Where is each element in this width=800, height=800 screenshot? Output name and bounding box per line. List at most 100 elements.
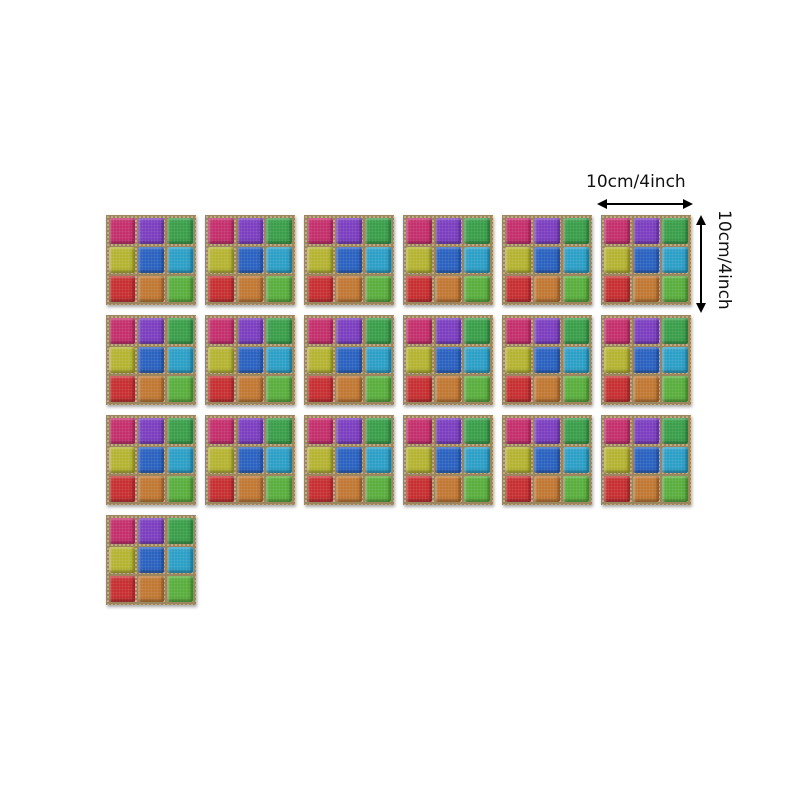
tile-square [138,376,164,402]
tile-square [604,376,630,402]
tile-square [464,318,490,344]
height-arrow [696,215,706,313]
tile-square [633,447,659,473]
tile-square [138,347,164,373]
tile-square [406,318,432,344]
tile-square [336,476,362,502]
tile-sticker [403,415,493,505]
tile-square [307,276,333,302]
tile-sticker [601,415,691,505]
tile-square [167,318,193,344]
tile-square [307,376,333,402]
tile-square [138,476,164,502]
tile-square [435,376,461,402]
tile-square [365,476,391,502]
tile-sticker [205,415,295,505]
tile-square [505,418,531,444]
tile-sticker [502,215,592,305]
tile-square [208,218,234,244]
tile-square [563,347,589,373]
tile-square [563,376,589,402]
tile-square [534,276,560,302]
tile-square [662,376,688,402]
tile-square [208,247,234,273]
tile-square [534,247,560,273]
tile-square [266,276,292,302]
tile-square [505,218,531,244]
tile-square [109,347,135,373]
width-arrow [597,199,693,209]
tile-sticker [106,315,196,405]
tile-square [307,347,333,373]
tile-square [563,247,589,273]
tile-square [365,376,391,402]
tile-square [365,318,391,344]
tile-square [662,347,688,373]
tile-square [138,218,164,244]
tile-square [167,276,193,302]
tile-square [208,476,234,502]
tile-square [604,247,630,273]
tile-square [406,376,432,402]
tile-square [406,276,432,302]
tile-square [237,476,263,502]
tile-sticker [502,315,592,405]
tile-square [208,376,234,402]
tile-square [365,347,391,373]
tile-square [109,518,135,544]
tile-square [662,476,688,502]
tile-square [563,447,589,473]
tile-square [138,547,164,573]
tile-square [365,218,391,244]
tile-square [237,218,263,244]
tile-square [307,318,333,344]
tile-square [406,347,432,373]
tile-square [109,476,135,502]
tile-square [365,276,391,302]
tile-square [266,218,292,244]
tile-square [435,318,461,344]
tile-square [167,218,193,244]
tile-square [307,247,333,273]
tile-square [266,447,292,473]
tile-square [266,476,292,502]
tile-square [505,247,531,273]
tile-square [167,518,193,544]
tile-square [563,218,589,244]
tile-square [406,447,432,473]
tile-sticker [304,215,394,305]
tile-sticker [502,415,592,505]
tile-square [237,318,263,344]
tile-square [266,347,292,373]
tile-square [237,247,263,273]
tile-square [604,447,630,473]
tile-square [167,376,193,402]
tile-square [505,347,531,373]
tile-square [505,476,531,502]
tile-square [662,218,688,244]
tile-square [167,447,193,473]
tile-square [336,347,362,373]
tile-square [662,247,688,273]
tile-square [237,376,263,402]
tile-square [464,218,490,244]
tile-square [633,318,659,344]
tile-square [365,418,391,444]
tile-square [336,376,362,402]
tile-sticker [403,215,493,305]
height-dimension-label: 10cm/4inch [714,210,734,310]
tile-square [534,447,560,473]
tile-sticker [304,315,394,405]
tile-square [237,418,263,444]
tile-square [307,476,333,502]
tile-square [109,547,135,573]
tile-square [167,247,193,273]
tile-square [534,347,560,373]
tile-square [365,247,391,273]
tile-sticker [106,215,196,305]
tile-square [464,247,490,273]
tile-square [633,376,659,402]
tile-square [336,276,362,302]
tile-square [138,318,164,344]
